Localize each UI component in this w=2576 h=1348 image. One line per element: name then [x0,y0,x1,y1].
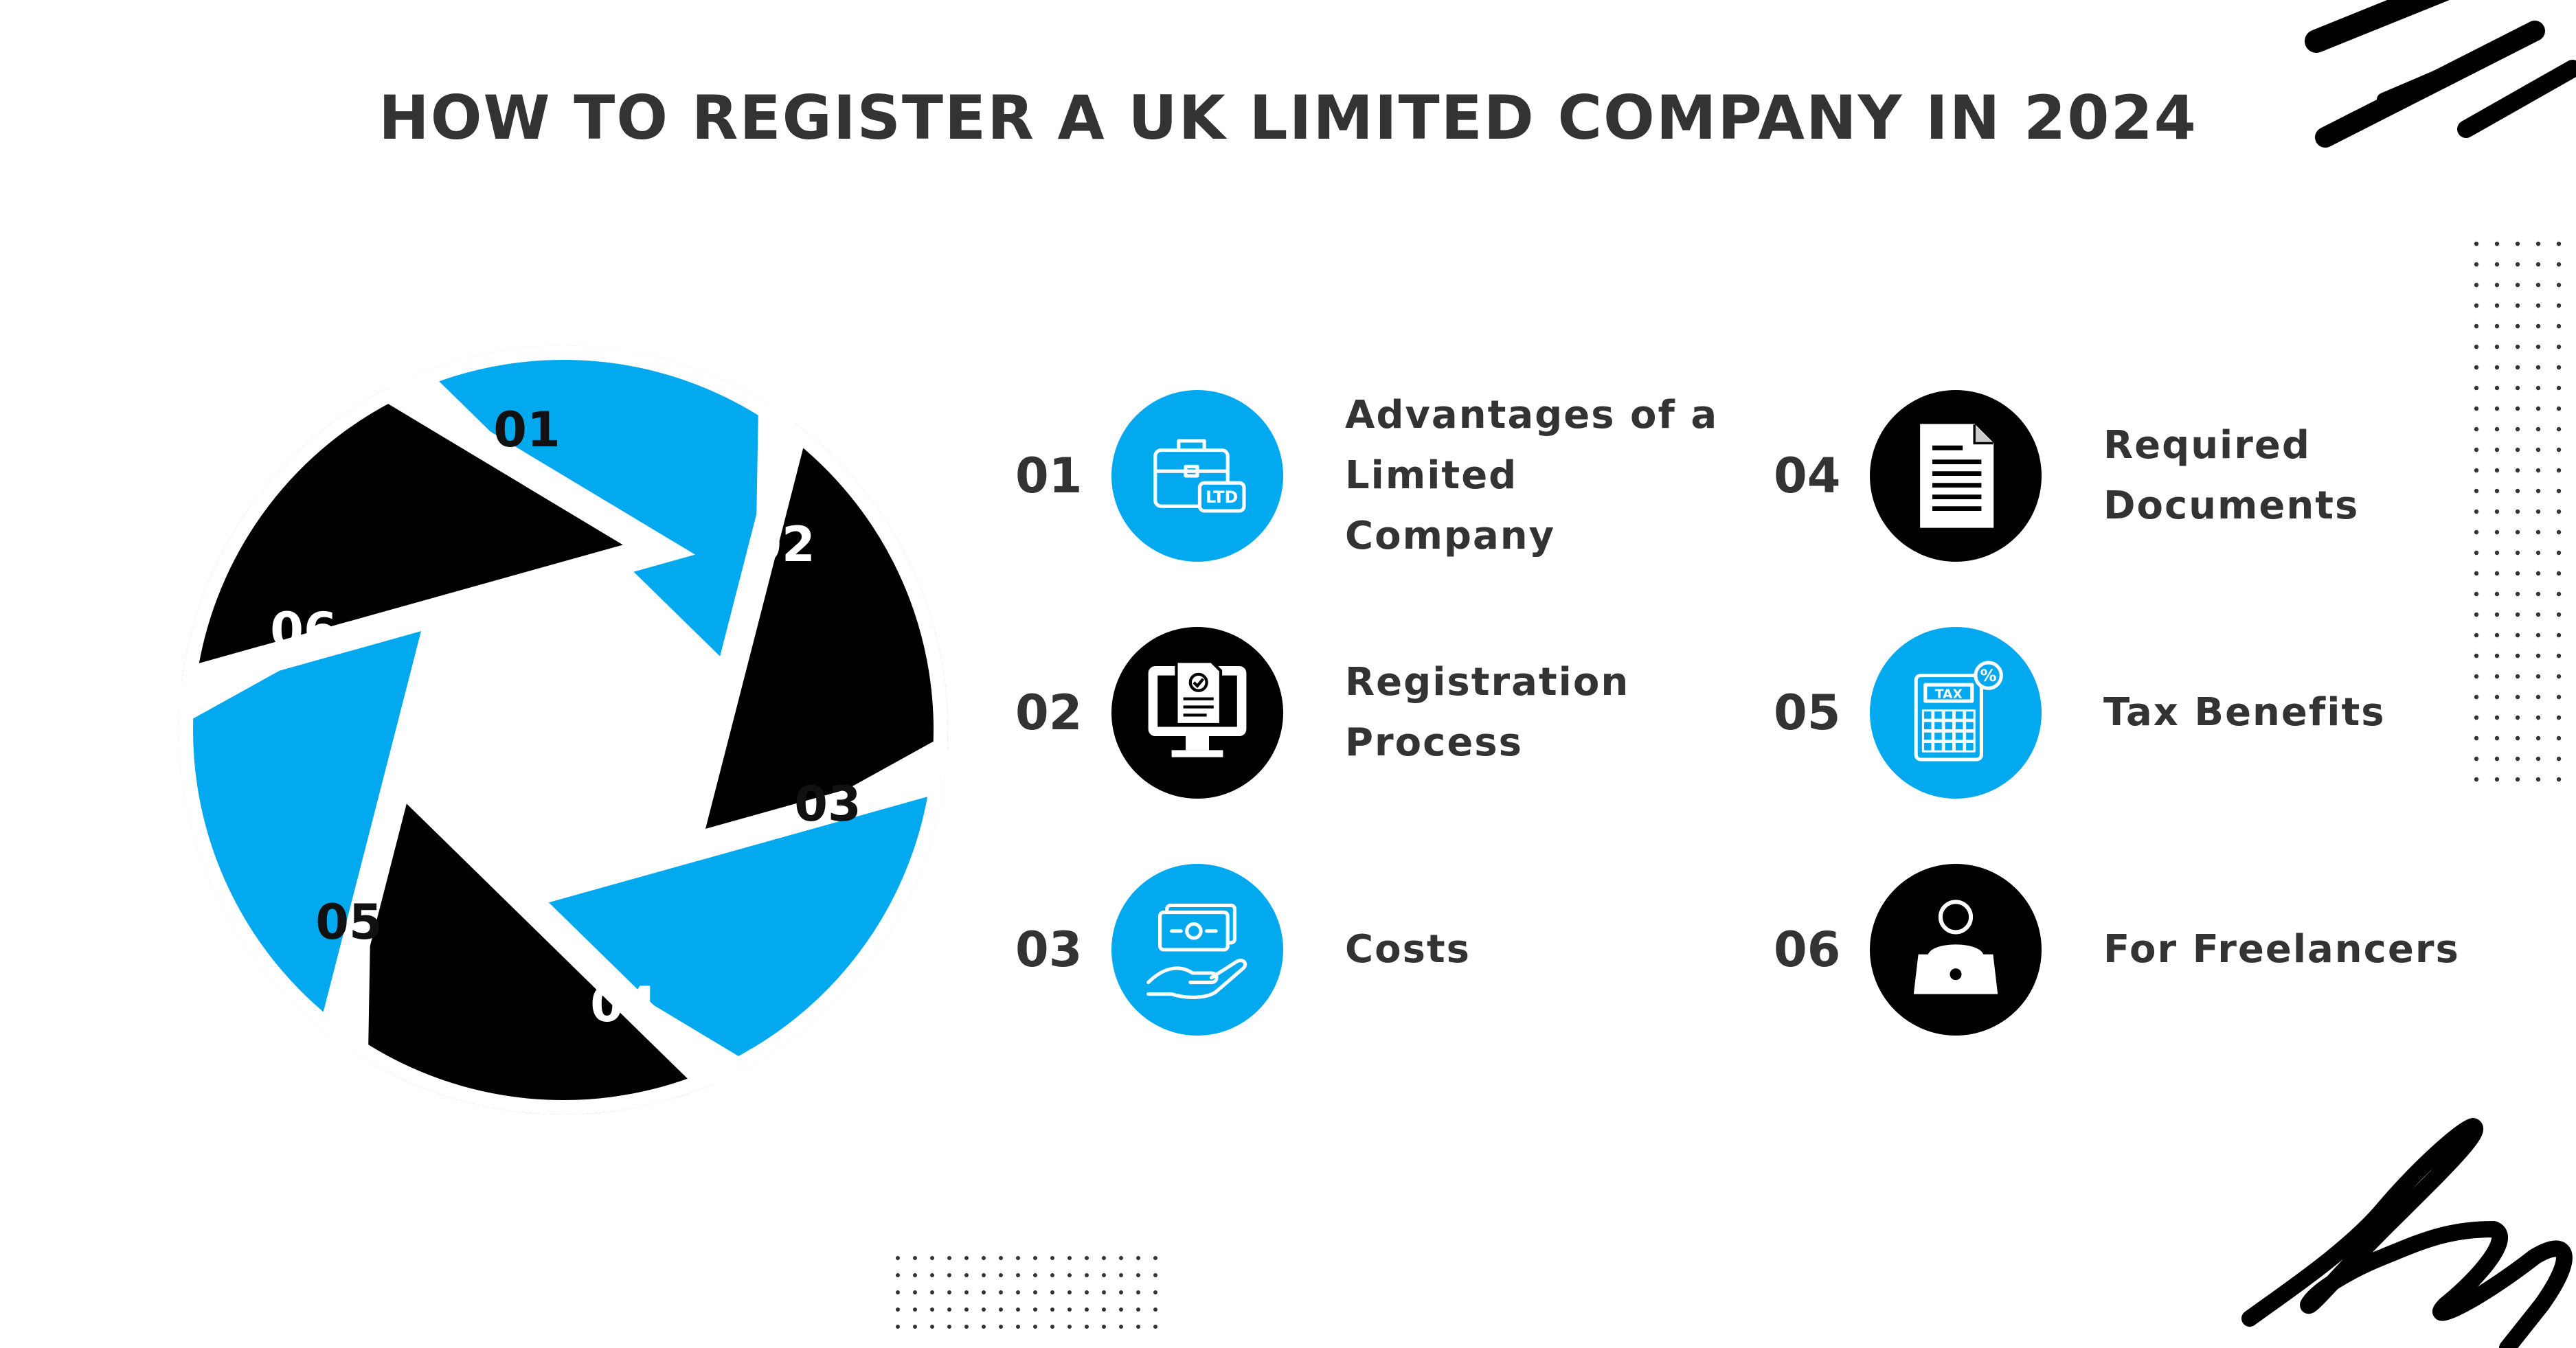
step-icon-circle: LTD [1111,390,1283,562]
step-label: Registration Process [1345,627,1730,799]
wheel-segment-03 [431,757,948,1089]
step-label-line: For Freelancers [2103,927,2460,972]
step-label-line: Required [2103,423,2311,468]
document-icon [1920,424,1994,528]
step-number: 03 [1015,922,1083,978]
step-06: 06 For Freelancers [1774,864,2495,1036]
step-icon-circle [1111,864,1283,1036]
step-label-line: Tax Benefits [2103,690,2386,735]
step-icon-circle [1870,390,2042,562]
wheel-label-01: 01 [493,402,560,458]
briefcase-ltd-icon: LTD [1153,439,1246,513]
step-label-line: Costs [1345,927,1471,972]
step-03: 03 Costs [1015,864,1737,1036]
scribble-bottom-right [2241,1118,2573,1348]
step-label: Tax Benefits [2103,627,2488,799]
step-label-line: Registration [1345,660,1630,705]
wheel-label-03: 03 [794,776,861,832]
brush-stroke-top-right [2305,0,2576,148]
step-number: 01 [1015,448,1083,504]
step-label-line: Advantages of a [1345,393,1719,437]
svg-text:%: % [1980,666,1997,685]
step-label-line: Documents [2103,483,2360,528]
step-01: 01 LTD Advantages of a Limited Company [1015,390,1737,562]
dot-grid-bottom [896,1256,1157,1329]
tax-calculator-icon: TAX% [1914,661,2003,762]
step-label-line: Limited Company [1345,453,1556,558]
step-02: 02 Registration Process [1015,627,1737,799]
wheel-label-02: 02 [748,516,815,573]
step-label: Advantages of a Limited Company [1345,390,1730,562]
step-label-line: Process [1345,720,1523,765]
step-label: Costs [1345,864,1730,1036]
step-04: 04 Required Documents [1774,390,2495,562]
wheel-label-05: 05 [315,894,382,950]
wheel-label-04: 04 [590,976,657,1033]
dot-grid-right [2474,241,2562,782]
money-hand-icon [1146,903,1247,999]
step-number: 04 [1774,448,1841,504]
freelancer-laptop-icon [1913,900,1998,994]
step-icon-circle [1870,864,2042,1036]
step-number: 06 [1774,922,1841,978]
svg-text:TAX: TAX [1935,687,1963,702]
step-number: 02 [1015,685,1083,741]
computer-document-icon [1148,660,1247,757]
step-icon-circle: TAX% [1870,627,2042,799]
step-label: For Freelancers [2103,864,2488,1036]
page-title: HOW TO REGISTER A UK LIMITED COMPANY IN … [379,82,2197,153]
step-05: 05 TAX% Tax Benefits [1774,627,2495,799]
step-icon-circle [1111,627,1283,799]
svg-text:LTD: LTD [1206,488,1238,507]
step-label: Required Documents [2103,390,2488,562]
wheel-label-06: 06 [270,602,337,659]
step-number: 05 [1774,685,1841,741]
